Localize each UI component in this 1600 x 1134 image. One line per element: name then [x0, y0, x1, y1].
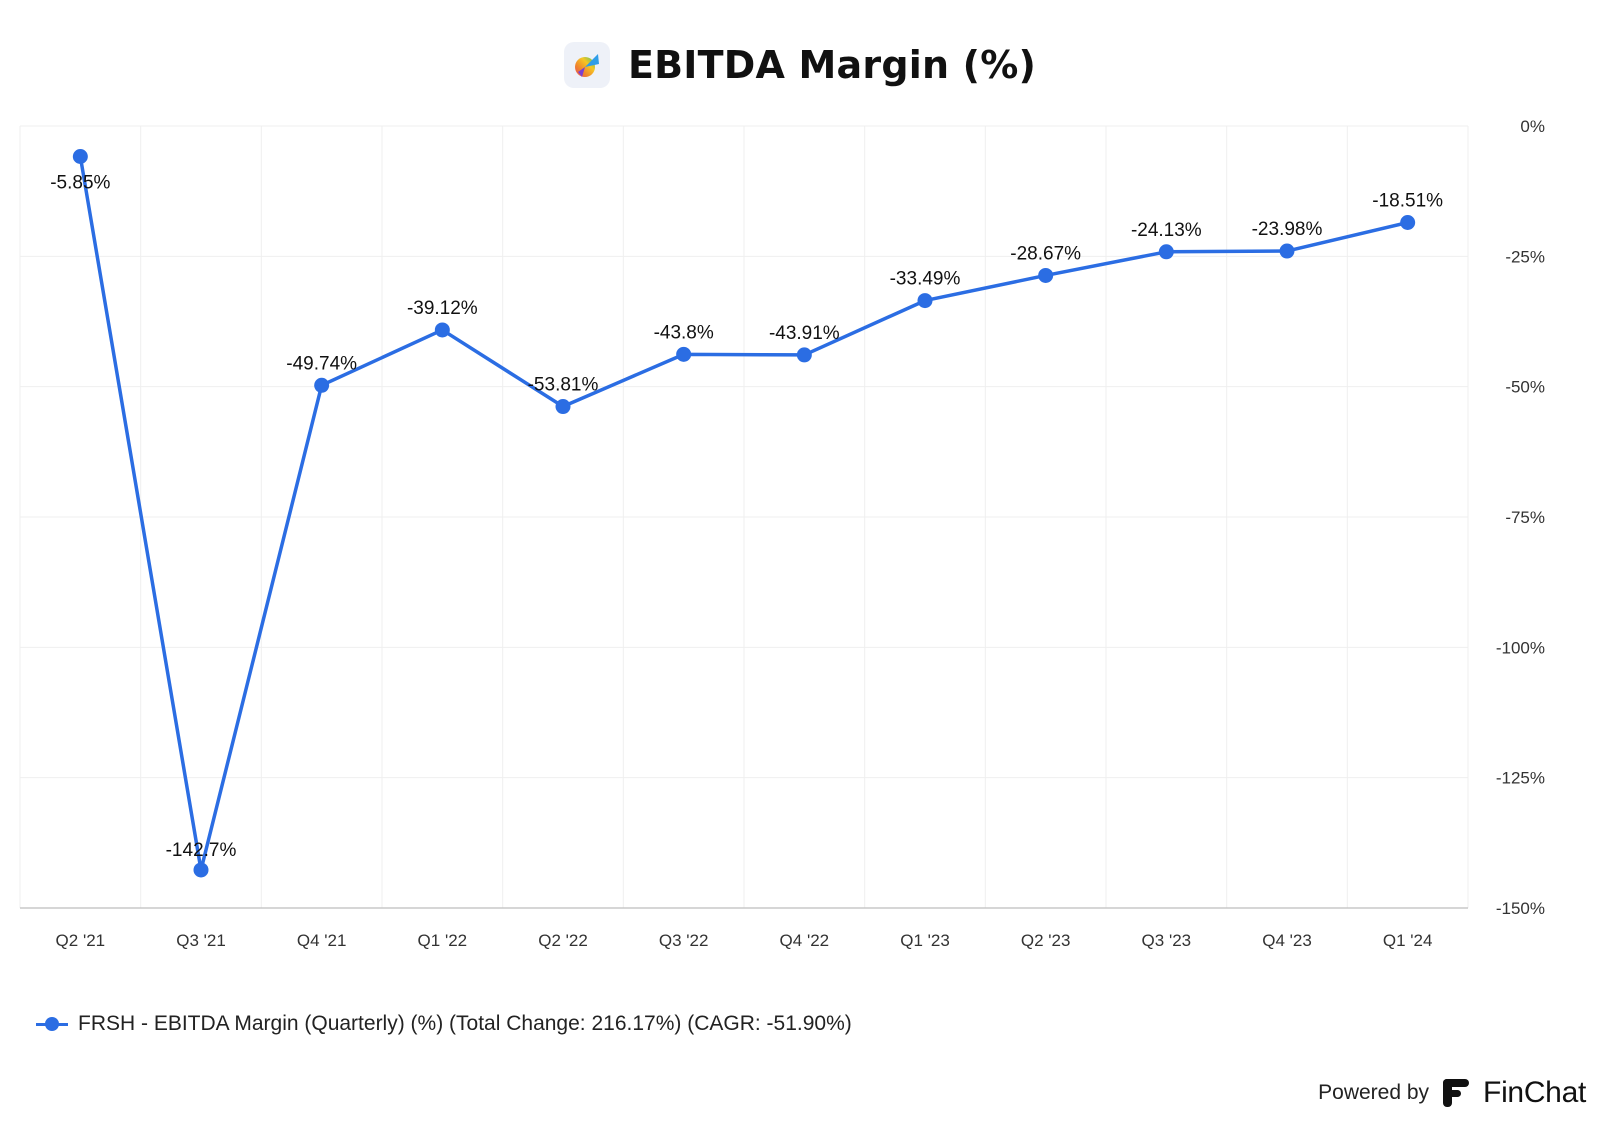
data-point[interactable]	[555, 399, 571, 415]
data-label: -28.67%	[1010, 243, 1081, 264]
line-chart: 0% -25% -50% -75% -100% -125% -150% Q2 '21 Q3 '…	[19, 117, 1545, 950]
chart-header: EBITDA Margin (%)	[0, 36, 1600, 94]
x-tick-label: Q3 '21	[176, 931, 226, 950]
x-tick-label: Q1 '23	[900, 931, 950, 950]
x-tick-label: Q2 '23	[1021, 931, 1071, 950]
data-point[interactable]	[193, 862, 209, 878]
finchat-logo-icon	[1443, 1079, 1470, 1107]
company-logo-icon	[563, 42, 610, 88]
data-labels: -5.85% -142.7% -49.74% -39.12% -53.81% -43.8%…	[50, 172, 1443, 860]
data-point[interactable]	[434, 322, 450, 338]
data-label: -142.7%	[166, 840, 237, 861]
y-tick-label: -75%	[1505, 508, 1545, 527]
y-tick-label: 0%	[1520, 117, 1545, 136]
y-axis-ticks: 0% -25% -50% -75% -100% -125% -150%	[1496, 117, 1545, 918]
x-tick-label: Q2 '22	[538, 931, 588, 950]
x-tick-label: Q1 '24	[1383, 931, 1433, 950]
data-label: -23.98%	[1252, 219, 1323, 240]
legend-label: FRSH - EBITDA Margin (Quarterly) (%) (To…	[78, 1012, 852, 1035]
data-label: -33.49%	[890, 269, 961, 290]
legend[interactable]: FRSH - EBITDA Margin (Quarterly) (%) (To…	[36, 1012, 852, 1036]
series-group	[72, 148, 1416, 878]
data-label: -24.13%	[1131, 220, 1202, 241]
x-axis-ticks: Q2 '21 Q3 '21 Q4 '21 Q1 '22 Q2 '22 Q3 '22 Q4 '…	[56, 931, 1433, 950]
x-tick-label: Q3 '23	[1142, 931, 1192, 950]
footer: Powered by FinChat	[1318, 1076, 1586, 1110]
legend-marker-icon	[36, 1014, 68, 1034]
data-point[interactable]	[676, 346, 692, 362]
x-tick-label: Q2 '21	[56, 931, 106, 950]
x-tick-label: Q1 '22	[418, 931, 468, 950]
powered-by-text: Powered by	[1318, 1081, 1430, 1104]
data-point[interactable]	[1400, 214, 1416, 230]
data-point[interactable]	[1158, 244, 1174, 260]
x-tick-label: Q4 '22	[780, 931, 830, 950]
data-label: -49.74%	[286, 353, 357, 374]
data-point[interactable]	[72, 148, 88, 164]
data-label: -18.51%	[1372, 190, 1443, 211]
y-tick-label: -125%	[1496, 769, 1545, 788]
grid-lines	[19, 125, 1469, 909]
data-point[interactable]	[796, 347, 812, 363]
brand-name: FinChat	[1483, 1076, 1586, 1109]
x-tick-label: Q4 '21	[297, 931, 347, 950]
data-label: -5.85%	[50, 172, 110, 193]
y-tick-label: -25%	[1505, 247, 1545, 266]
series-line	[78, 156, 1409, 872]
y-tick-label: -50%	[1505, 378, 1545, 397]
x-tick-label: Q3 '22	[659, 931, 709, 950]
chart-title: EBITDA Margin (%)	[627, 43, 1037, 87]
data-label: -43.91%	[769, 323, 840, 344]
x-tick-label: Q4 '23	[1262, 931, 1312, 950]
data-point[interactable]	[314, 377, 330, 393]
data-label: -43.8%	[654, 322, 714, 343]
data-label: -53.81%	[528, 375, 599, 396]
y-tick-label: -100%	[1496, 638, 1545, 657]
data-point[interactable]	[917, 293, 933, 309]
data-label: -39.12%	[407, 298, 478, 319]
y-tick-label: -150%	[1496, 899, 1545, 918]
data-point[interactable]	[1038, 267, 1054, 283]
data-point[interactable]	[1279, 243, 1295, 259]
